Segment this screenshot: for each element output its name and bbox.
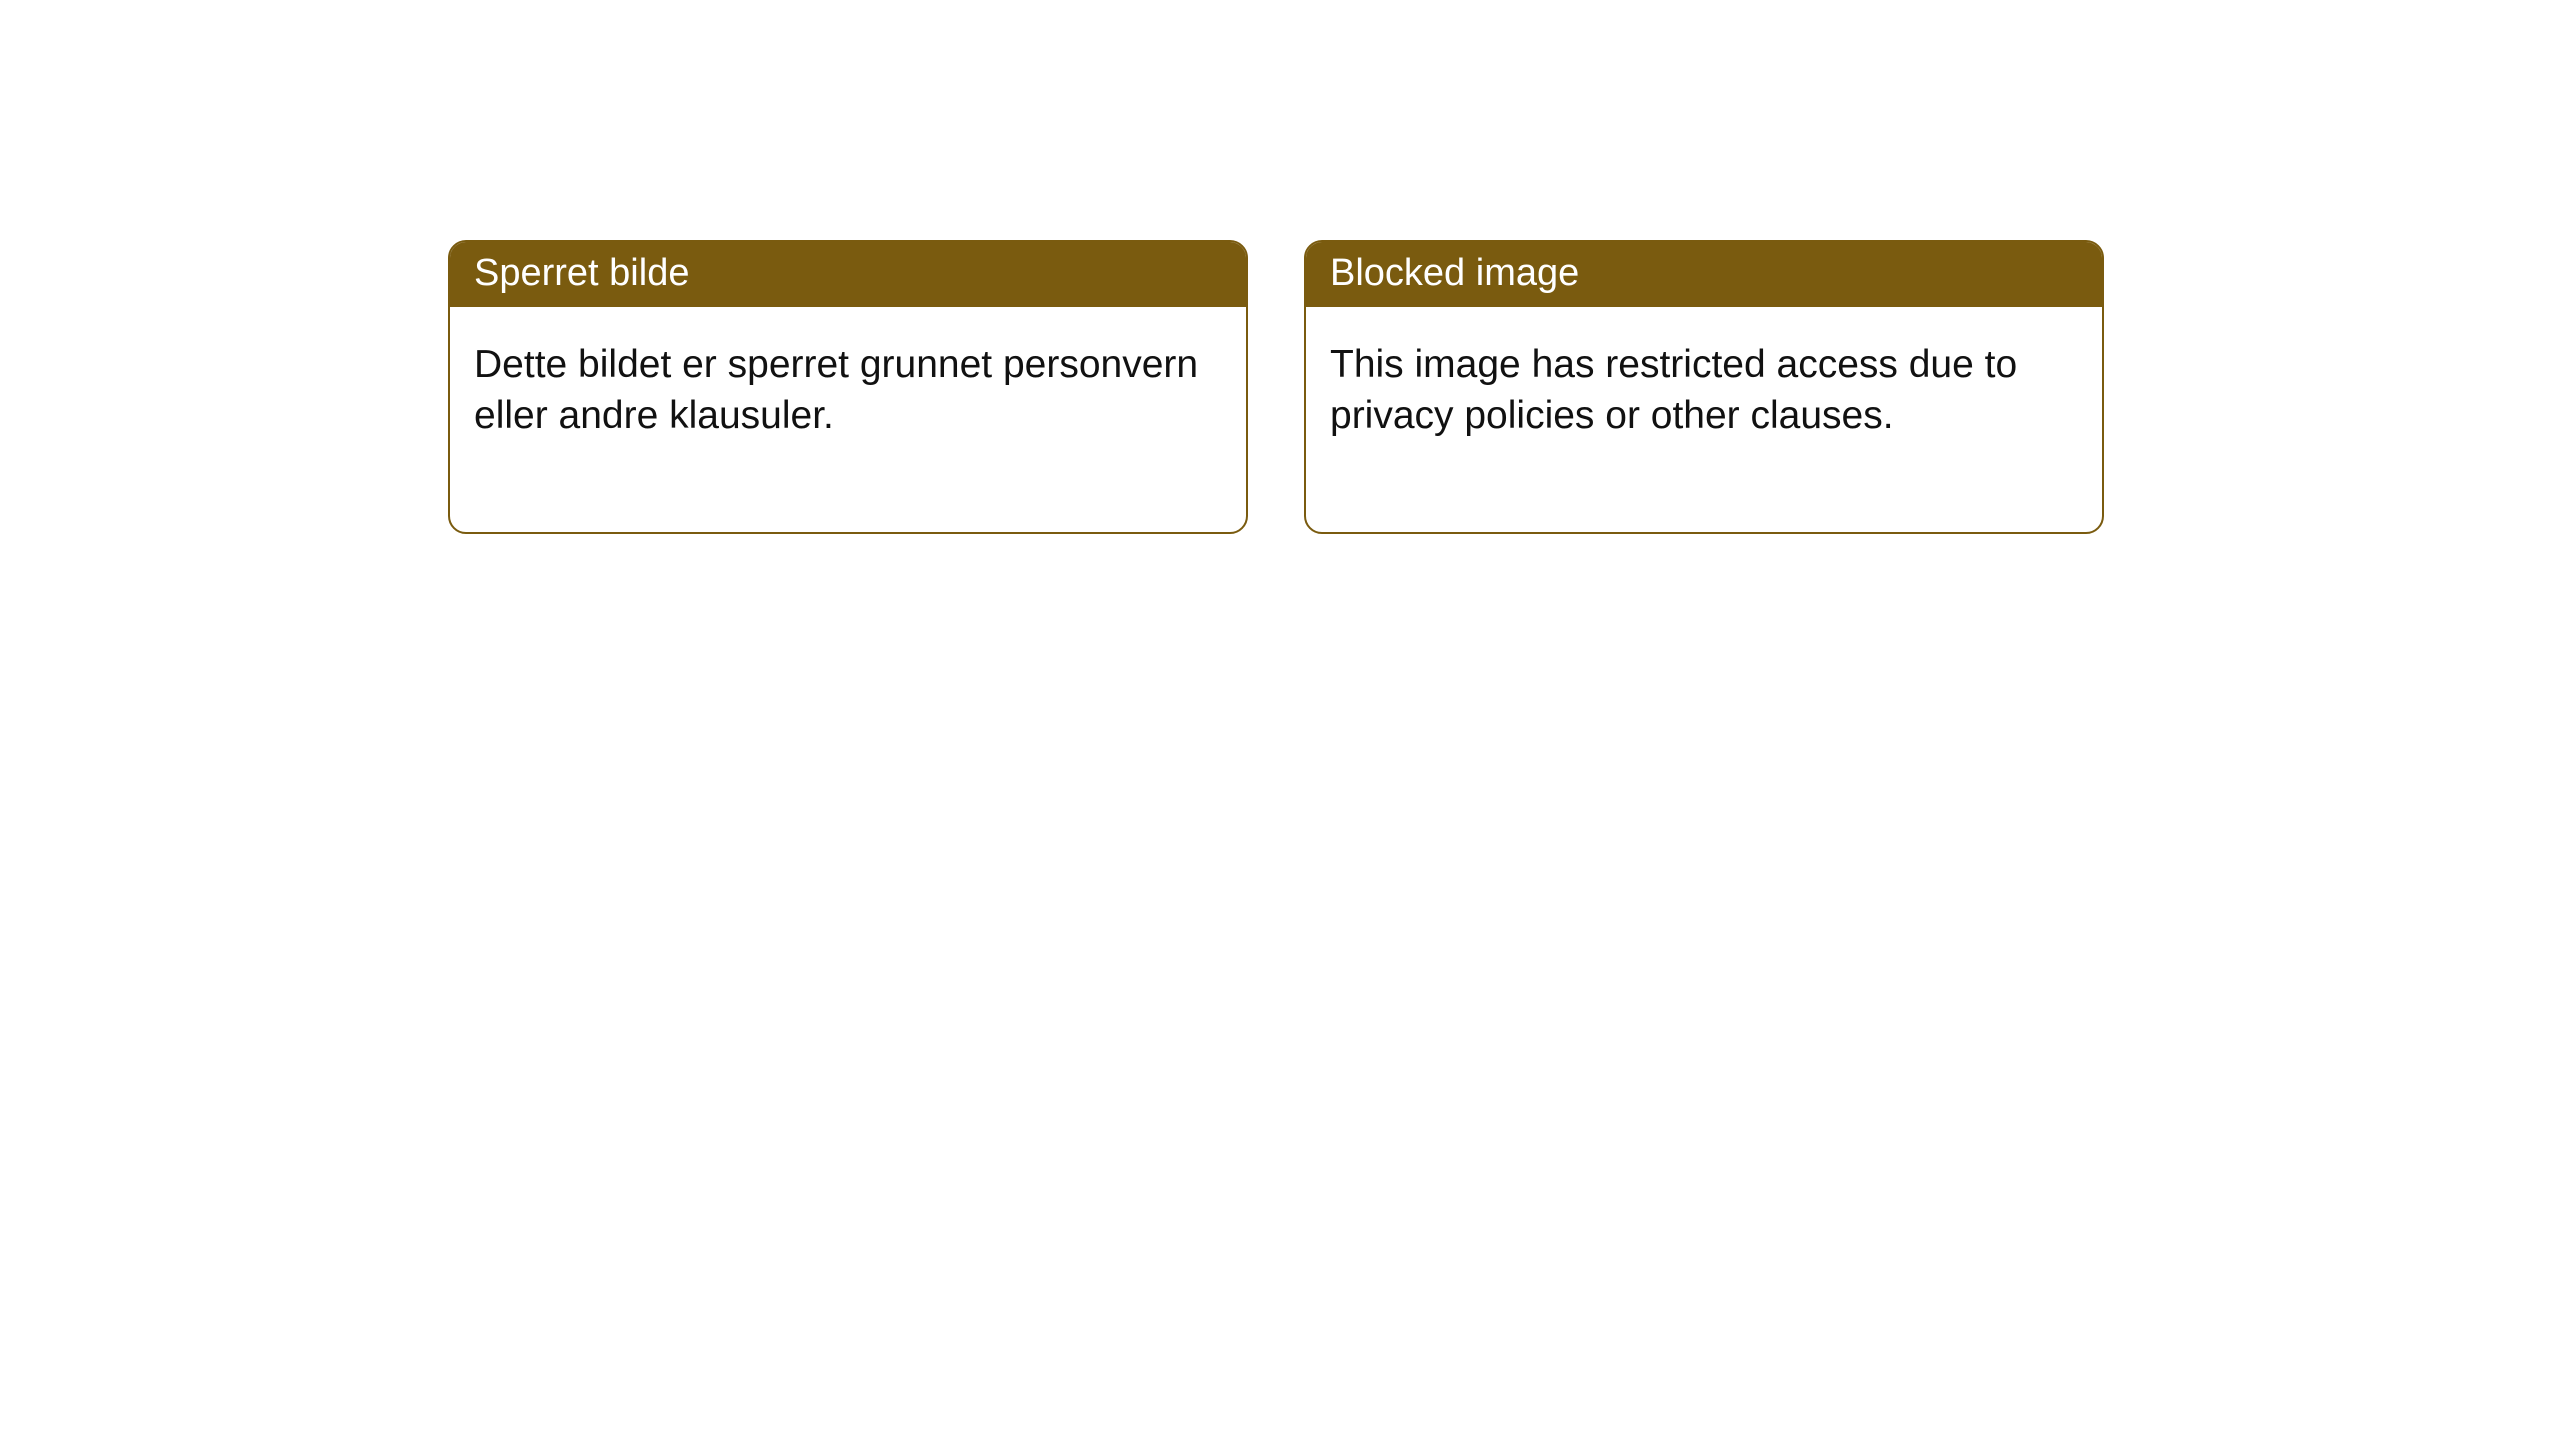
notice-card-norwegian: Sperret bilde Dette bildet er sperret gr… xyxy=(448,240,1248,534)
notice-card-title: Blocked image xyxy=(1306,242,2102,307)
notice-card-english: Blocked image This image has restricted … xyxy=(1304,240,2104,534)
notice-card-body: Dette bildet er sperret grunnet personve… xyxy=(450,307,1246,532)
notice-card-title: Sperret bilde xyxy=(450,242,1246,307)
notice-card-body: This image has restricted access due to … xyxy=(1306,307,2102,532)
notice-cards-container: Sperret bilde Dette bildet er sperret gr… xyxy=(448,240,2104,534)
